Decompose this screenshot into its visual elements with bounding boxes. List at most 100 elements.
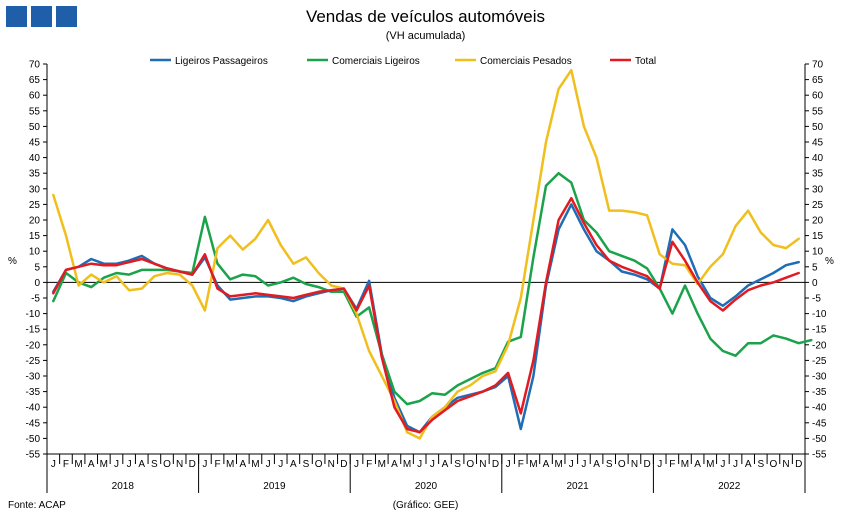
- x-month-label: A: [138, 459, 145, 470]
- y-axis-unit-left: %: [8, 256, 17, 267]
- y-tick-label-left: -20: [26, 340, 41, 351]
- x-month-label: N: [176, 459, 183, 470]
- x-month-label: M: [251, 459, 259, 470]
- x-month-label: M: [706, 459, 714, 470]
- x-month-label: N: [631, 459, 638, 470]
- x-month-label: A: [694, 459, 701, 470]
- x-month-label: N: [479, 459, 486, 470]
- x-year-label: 2020: [415, 481, 438, 492]
- y-tick-label-right: -50: [812, 434, 827, 445]
- graphic-credit: (Gráfico: GEE): [392, 500, 459, 511]
- y-tick-label-right: 10: [812, 247, 824, 258]
- y-tick-label-left: 70: [29, 60, 41, 71]
- series-line-3: [52, 68, 800, 440]
- x-month-label: A: [593, 459, 600, 470]
- y-tick-label-left: 10: [29, 247, 41, 258]
- x-year-label: 2022: [718, 481, 741, 492]
- x-month-label: F: [214, 459, 220, 470]
- x-month-label: O: [315, 459, 323, 470]
- y-tick-label-right: 65: [812, 75, 824, 86]
- x-month-label: S: [303, 459, 310, 470]
- x-month-label: J: [278, 459, 283, 470]
- y-tick-label-right: 55: [812, 106, 824, 117]
- x-month-label: J: [354, 459, 359, 470]
- x-month-label: J: [51, 459, 56, 470]
- y-tick-label-right: -10: [812, 309, 827, 320]
- y-tick-label-right: 0: [812, 278, 818, 289]
- x-month-label: O: [466, 459, 474, 470]
- x-month-label: J: [417, 459, 422, 470]
- y-tick-label-right: 15: [812, 231, 824, 242]
- x-month-label: A: [391, 459, 398, 470]
- y-tick-label-left: 30: [29, 184, 41, 195]
- x-month-label: M: [529, 459, 537, 470]
- x-month-label: J: [266, 459, 271, 470]
- x-month-label: J: [720, 459, 725, 470]
- x-month-label: D: [340, 459, 347, 470]
- y-tick-label-right: -30: [812, 372, 827, 383]
- x-month-label: J: [506, 459, 511, 470]
- y-tick-label-right: 45: [812, 138, 824, 149]
- y-tick-label-left: 60: [29, 91, 41, 102]
- x-month-label: S: [151, 459, 158, 470]
- y-tick-label-left: 25: [29, 200, 41, 211]
- x-year-label: 2021: [566, 481, 589, 492]
- x-month-label: S: [454, 459, 461, 470]
- y-tick-label-left: 20: [29, 216, 41, 227]
- y-tick-label-right: -45: [812, 418, 827, 429]
- y-tick-label-left: -35: [26, 387, 41, 398]
- x-month-label: S: [606, 459, 613, 470]
- x-month-label: A: [239, 459, 246, 470]
- x-year-label: 2019: [263, 481, 286, 492]
- y-tick-label-right: 35: [812, 169, 824, 180]
- y-tick-label-right: 20: [812, 216, 824, 227]
- x-month-label: A: [442, 459, 449, 470]
- series-line-4: [52, 196, 800, 434]
- y-tick-label-left: 0: [34, 278, 40, 289]
- logo-block-1: [6, 6, 27, 27]
- y-tick-label-right: 70: [812, 60, 824, 71]
- y-tick-label-left: -50: [26, 434, 41, 445]
- legend-label-3: Comerciais Pesados: [480, 56, 572, 67]
- x-month-label: M: [226, 459, 234, 470]
- x-month-label: F: [63, 459, 69, 470]
- x-month-label: A: [290, 459, 297, 470]
- x-month-label: M: [378, 459, 386, 470]
- x-month-label: J: [657, 459, 662, 470]
- x-month-label: F: [518, 459, 524, 470]
- x-month-label: D: [795, 459, 802, 470]
- x-month-label: M: [74, 459, 82, 470]
- y-tick-label-left: -10: [26, 309, 41, 320]
- y-tick-label-left: 15: [29, 231, 41, 242]
- y-tick-label-left: 55: [29, 106, 41, 117]
- x-month-label: O: [163, 459, 171, 470]
- y-tick-label-left: -55: [26, 450, 41, 461]
- x-month-label: D: [189, 459, 196, 470]
- x-month-label: A: [543, 459, 550, 470]
- y-tick-label-left: 50: [29, 122, 41, 133]
- x-month-label: M: [554, 459, 562, 470]
- x-month-label: M: [403, 459, 411, 470]
- x-month-label: J: [114, 459, 119, 470]
- legend-label-2: Comerciais Ligeiros: [332, 56, 420, 67]
- logo-block-3: [56, 6, 77, 27]
- series-line-2: [52, 171, 813, 406]
- y-tick-label-right: -25: [812, 356, 827, 367]
- x-month-label: O: [618, 459, 626, 470]
- y-tick-label-left: 45: [29, 138, 41, 149]
- x-month-label: J: [569, 459, 574, 470]
- y-tick-label-right: 5: [812, 262, 818, 273]
- x-year-label: 2018: [112, 481, 135, 492]
- x-month-label: S: [757, 459, 764, 470]
- source-note: Fonte: ACAP: [8, 500, 66, 511]
- y-tick-label-left: 65: [29, 75, 41, 86]
- x-month-label: A: [88, 459, 95, 470]
- chart-subtitle: (VH acumulada): [385, 30, 466, 42]
- x-month-label: M: [681, 459, 689, 470]
- x-month-label: J: [430, 459, 435, 470]
- y-tick-label-right: -40: [812, 403, 827, 414]
- y-tick-label-right: 30: [812, 184, 824, 195]
- y-tick-label-left: -15: [26, 325, 41, 336]
- x-month-label: O: [770, 459, 778, 470]
